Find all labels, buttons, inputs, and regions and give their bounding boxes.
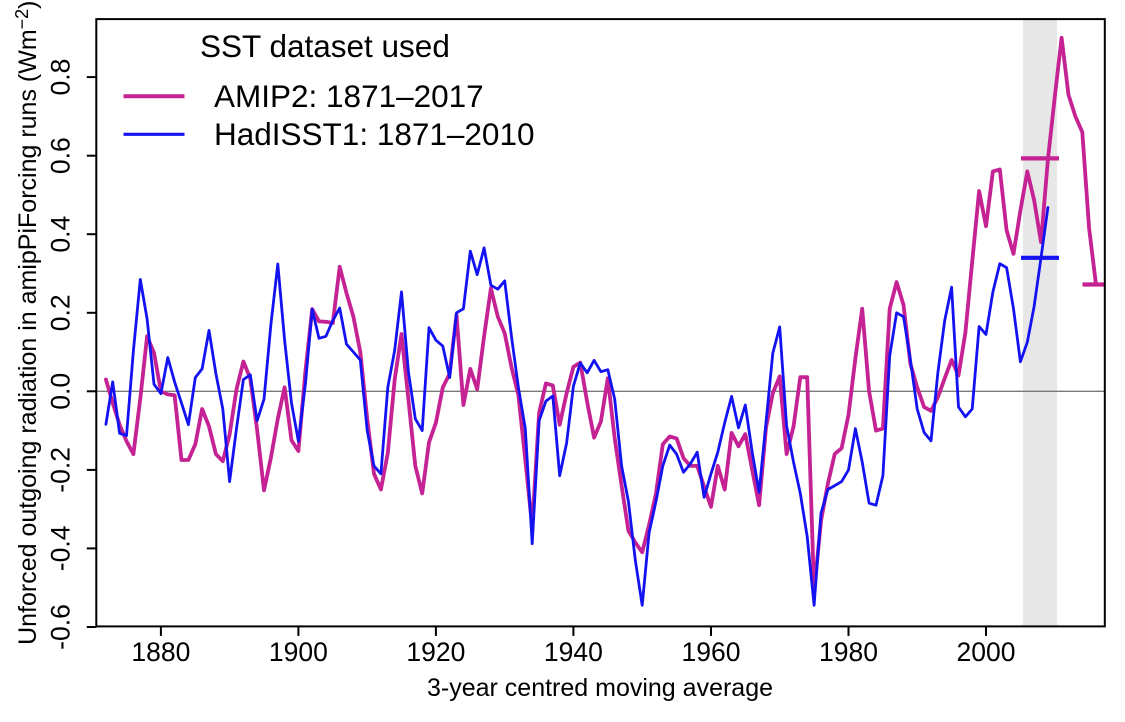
svg-text:2000: 2000 <box>957 637 1016 667</box>
svg-text:0.8: 0.8 <box>46 59 76 96</box>
svg-text:SST dataset used: SST dataset used <box>200 28 450 64</box>
svg-text:0.2: 0.2 <box>46 294 76 331</box>
svg-text:1980: 1980 <box>819 637 878 667</box>
svg-text:1900: 1900 <box>269 637 328 667</box>
svg-text:HadISST1: 1871–2010: HadISST1: 1871–2010 <box>214 116 535 152</box>
svg-text:0.6: 0.6 <box>46 137 76 174</box>
svg-text:0.4: 0.4 <box>46 216 76 253</box>
svg-text:1960: 1960 <box>682 637 741 667</box>
svg-text:1880: 1880 <box>131 637 190 667</box>
svg-text:Unforced outgoing radiation in: Unforced outgoing radiation in amipPiFor… <box>12 0 42 644</box>
svg-text:-0.6: -0.6 <box>46 604 76 650</box>
svg-text:1920: 1920 <box>406 637 465 667</box>
svg-text:1940: 1940 <box>544 637 603 667</box>
svg-text:0.0: 0.0 <box>46 373 76 410</box>
svg-text:-0.4: -0.4 <box>46 526 76 572</box>
svg-text:3-year centred moving average: 3-year centred moving average <box>427 674 773 702</box>
svg-text:AMIP2: 1871–2017: AMIP2: 1871–2017 <box>214 78 484 114</box>
svg-text:-0.2: -0.2 <box>46 447 76 493</box>
